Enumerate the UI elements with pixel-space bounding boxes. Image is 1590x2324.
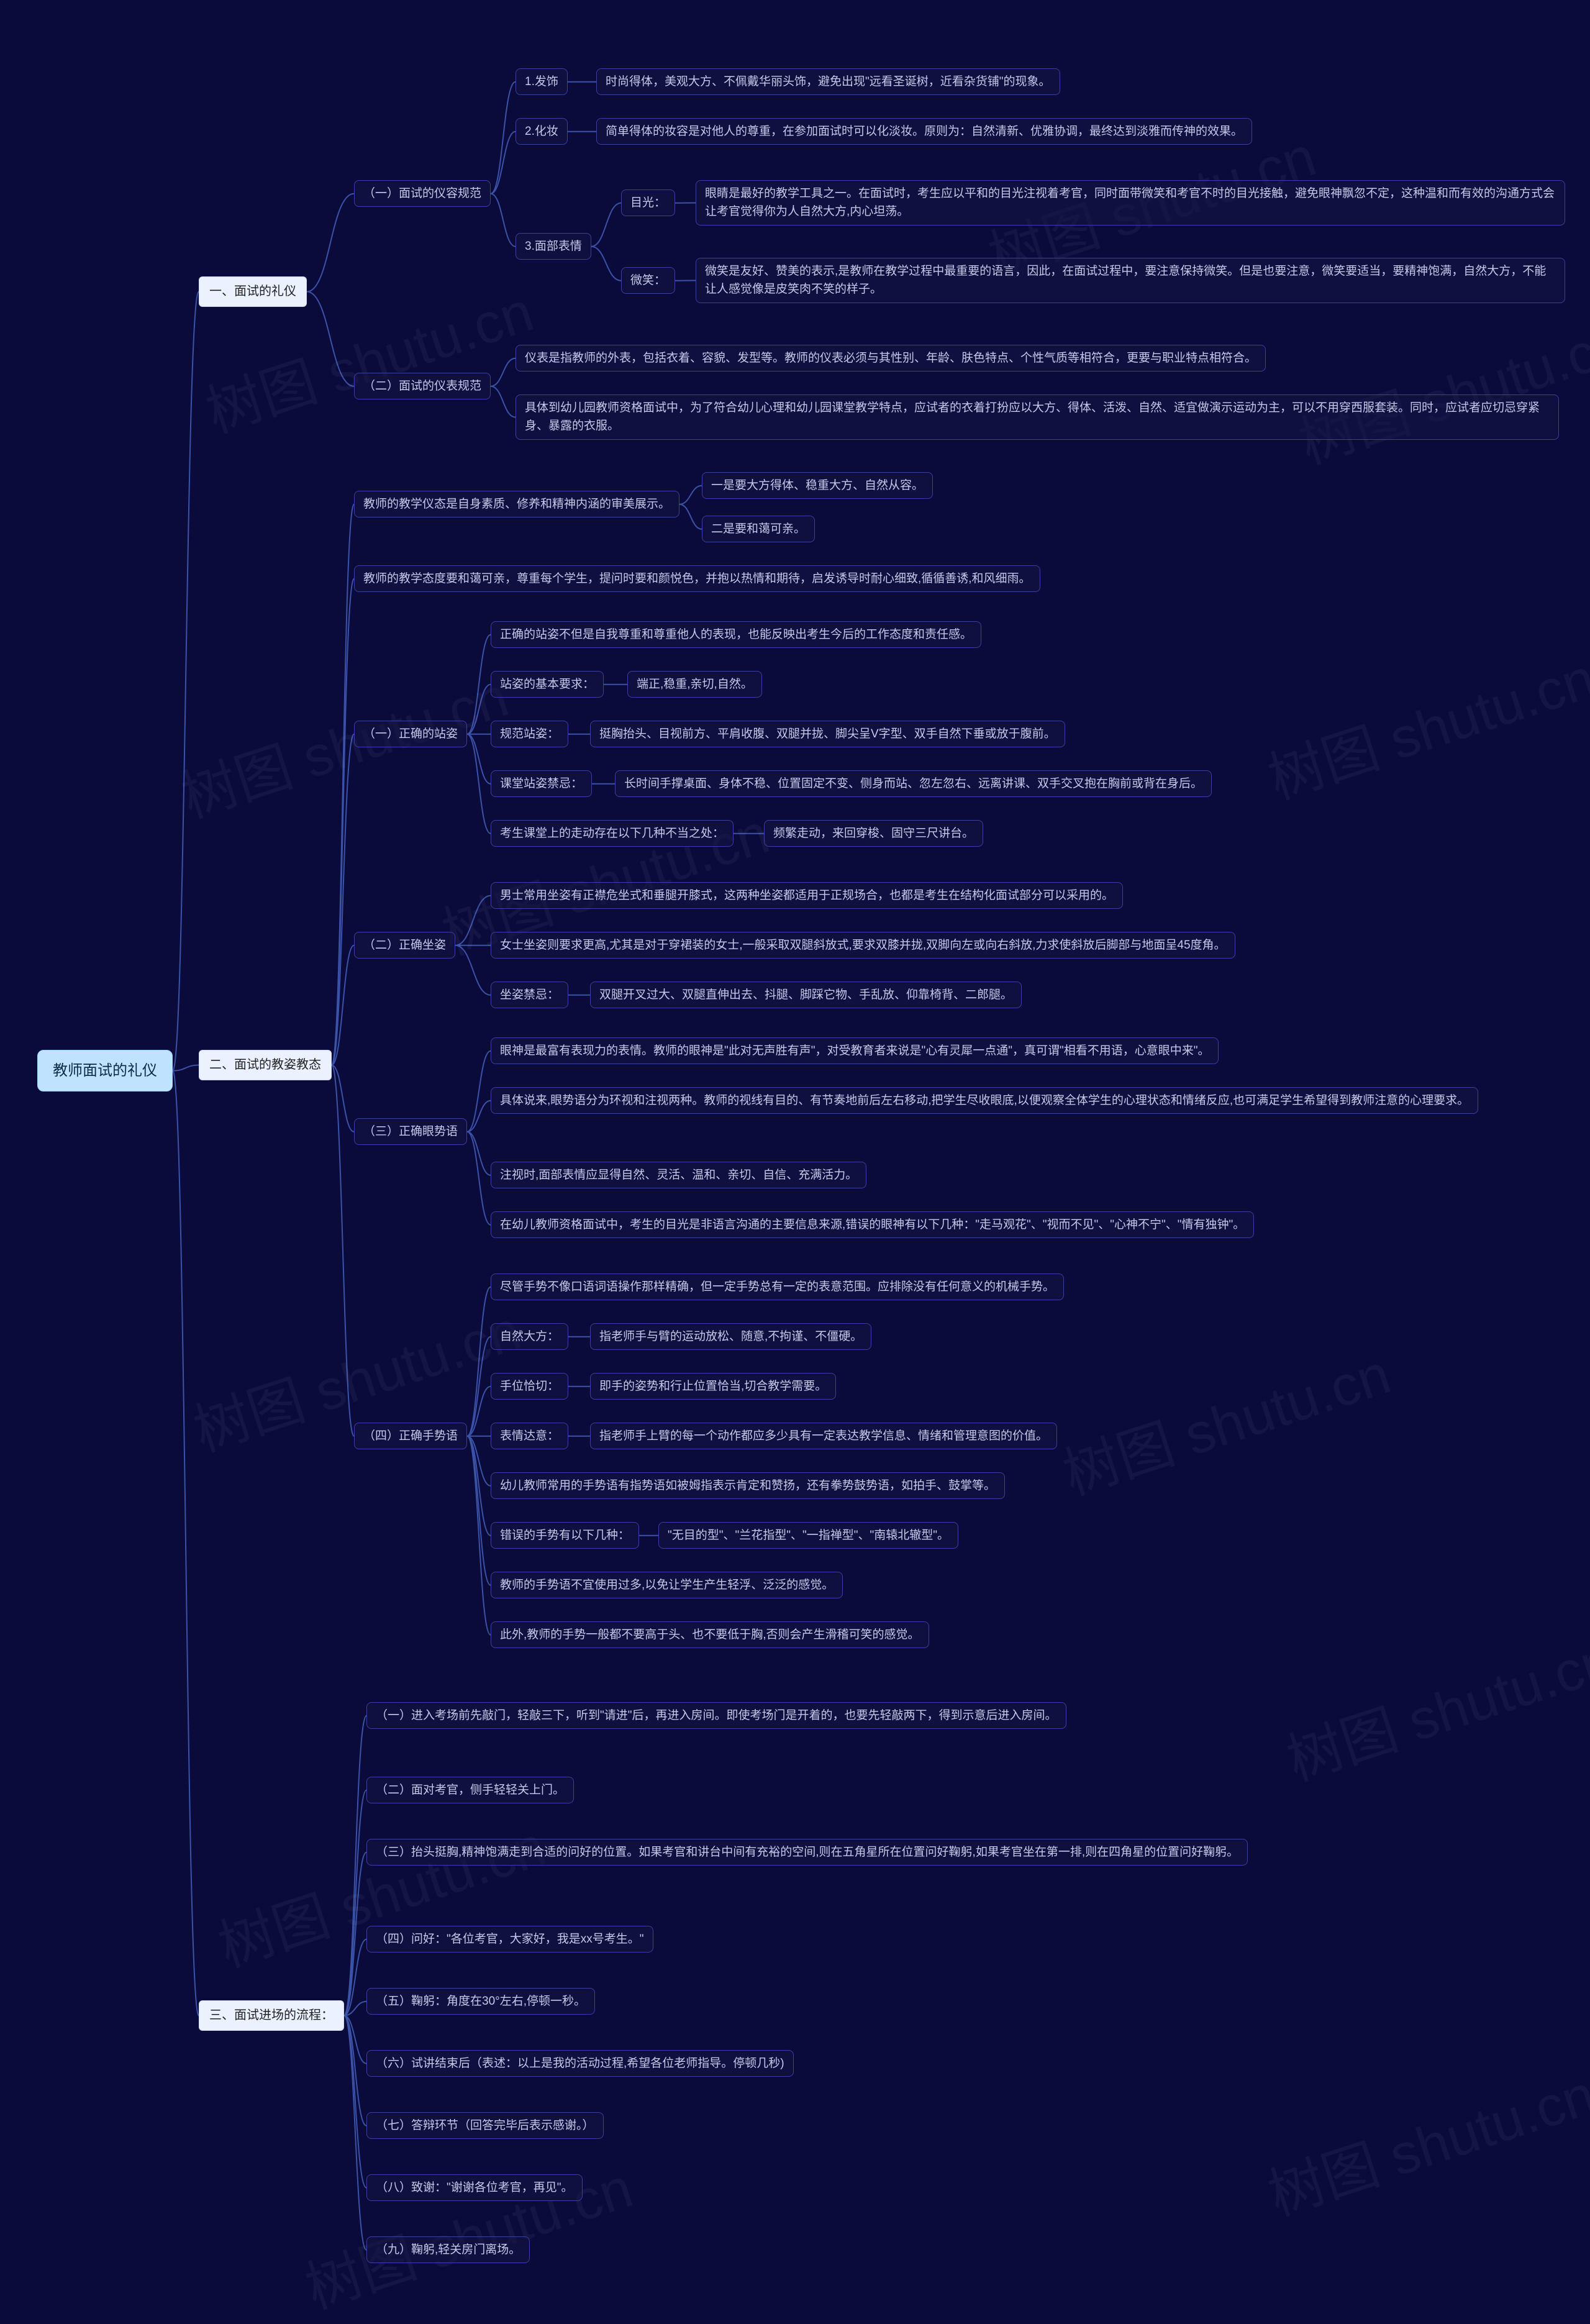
sub-node[interactable]: 3.面部表情 [516, 233, 591, 260]
leaf-node[interactable]: （九）鞠躬,轻关房门离场。 [366, 2236, 530, 2263]
root-node[interactable]: 教师面试的礼仪 [37, 1050, 173, 1091]
leaf-node[interactable]: 正确的站姿不但是自我尊重和尊重他人的表现，也能反映出考生今后的工作态度和责任感。 [491, 621, 981, 648]
sub-node[interactable]: 规范站姿： [491, 721, 568, 747]
leaf-node[interactable]: 频繁走动，来回穿梭、固守三尺讲台。 [764, 820, 983, 847]
sub-node[interactable]: （三）正确眼势语 [354, 1118, 467, 1145]
leaf-node[interactable]: 具体到幼儿园教师资格面试中，为了符合幼儿心理和幼儿园课堂教学特点，应试者的衣着打… [516, 394, 1559, 440]
leaf-node[interactable]: 女士坐姿则要求更高,尤其是对于穿裙装的女士,一般采取双腿斜放式,要求双膝并拢,双… [491, 932, 1235, 959]
leaf-node[interactable]: 幼儿教师常用的手势语有指势语如被姆指表示肯定和赞扬，还有拳势鼓势语，如拍手、鼓掌… [491, 1472, 1005, 1499]
leaf-node[interactable]: 指老师手与臂的运动放松、随意,不拘谨、不僵硬。 [590, 1323, 871, 1350]
leaf-node[interactable]: 仪表是指教师的外表，包括衣着、容貌、发型等。教师的仪表必须与其性别、年龄、肤色特… [516, 345, 1266, 371]
watermark: 树图 shutu.cn [1256, 2049, 1590, 2231]
leaf-node[interactable]: （五）鞠躬：角度在30°左右,停顿一秒。 [366, 1988, 595, 2015]
leaf-node[interactable]: 微笑是友好、赞美的表示,是教师在教学过程中最重要的语言，因此，在面试过程中，要注… [696, 258, 1565, 303]
sub-node[interactable]: 考生课堂上的走动存在以下几种不当之处： [491, 820, 734, 847]
leaf-node[interactable]: （八）致谢："谢谢各位考官，再见"。 [366, 2174, 583, 2201]
leaf-node[interactable]: 教师的手势语不宜使用过多,以免让学生产生轻浮、泛泛的感觉。 [491, 1572, 843, 1598]
sub-node[interactable]: 1.发饰 [516, 68, 568, 95]
sub-node[interactable]: （二）正确坐姿 [354, 932, 455, 959]
leaf-node[interactable]: （七）答辩环节（回答完毕后表示感谢。） [366, 2112, 604, 2139]
sub-node[interactable]: （四）正确手势语 [354, 1423, 467, 1449]
leaf-node[interactable]: 注视时,面部表情应显得自然、灵活、温和、亲切、自信、充满活力。 [491, 1162, 866, 1188]
leaf-node[interactable]: 二是要和蔼可亲。 [702, 516, 815, 542]
leaf-node[interactable]: 双腿开叉过大、双腿直伸出去、抖腿、脚踩它物、手乱放、仰靠椅背、二郎腿。 [590, 982, 1022, 1008]
watermark: 树图 shutu.cn [1288, 298, 1590, 479]
watermark: 树图 shutu.cn [207, 1801, 554, 1982]
sub-node[interactable]: （一）正确的站姿 [354, 721, 467, 747]
leaf-node[interactable]: （一）进入考场前先敲门，轻敲三下，听到"请进"后，再进入房间。即使考场门是开着的… [366, 1702, 1066, 1729]
leaf-node[interactable]: 一是要大方得体、稳重大方、自然从容。 [702, 472, 933, 499]
leaf-node[interactable]: 时尚得体，美观大方、不佩戴华丽头饰，避免出现"远看圣诞树，近看杂货铺"的现象。 [596, 68, 1060, 95]
sub-node[interactable]: 自然大方： [491, 1323, 568, 1350]
leaf-node[interactable]: 男士常用坐姿有正襟危坐式和垂腿开膝式，这两种坐姿都适用于正规场合，也都是考生在结… [491, 882, 1123, 909]
leaf-node[interactable]: （二）面对考官，侧手轻轻关上门。 [366, 1777, 574, 1803]
main-node-2[interactable]: 二、面试的教姿教态 [199, 1050, 332, 1080]
sub-node[interactable]: 坐姿禁忌： [491, 982, 568, 1008]
sub-node[interactable]: 手位恰切： [491, 1373, 568, 1400]
leaf-node[interactable]: 端正,稳重,亲切,自然。 [627, 671, 762, 698]
leaf-node[interactable]: 具体说来,眼势语分为环视和注视两种。教师的视线有目的、有节奏地前后左右移动,把学… [491, 1087, 1478, 1114]
leaf-node[interactable]: 指老师手上臂的每一个动作都应多少具有一定表达教学信息、情绪和管理意图的价值。 [590, 1423, 1057, 1449]
leaf-node[interactable]: "无目的型"、"兰花指型"、"一指禅型"、"南辕北辙型"。 [658, 1522, 958, 1549]
watermark: 树图 shutu.cn [294, 2143, 641, 2324]
leaf-node[interactable]: 在幼儿教师资格面试中，考生的目光是非语言沟通的主要信息来源,错误的眼神有以下几种… [491, 1211, 1254, 1238]
watermark: 树图 shutu.cn [1275, 1615, 1590, 1796]
sub-node[interactable]: 目光： [621, 189, 675, 216]
mindmap-stage: 树图 shutu.cn 树图 shutu.cn 树图 shutu.cn 树图 shut… [0, 0, 1590, 2317]
sub-node[interactable]: （二）面试的仪表规范 [354, 373, 491, 399]
watermark: 树图 shutu.cn [1052, 1329, 1399, 1510]
leaf-node[interactable]: 眼神是最富有表现力的表情。教师的眼神是"此对无声胜有声"，对受教育者来说是"心有… [491, 1037, 1219, 1064]
watermark: 树图 shutu.cn [1256, 633, 1590, 814]
leaf-node[interactable]: 即手的姿势和行止位置恰当,切合教学需要。 [590, 1373, 836, 1400]
main-node-3[interactable]: 三、面试进场的流程： [199, 2000, 344, 2031]
sub-node[interactable]: 课堂站姿禁忌： [491, 770, 592, 797]
sub-node[interactable]: （一）面试的仪容规范 [354, 180, 491, 207]
leaf-node[interactable]: 教师的教学仪态是自身素质、修养和精神内涵的审美展示。 [354, 491, 679, 517]
leaf-node[interactable]: （三）抬头挺胸,精神饱满走到合适的问好的位置。如果考官和讲台中间有充裕的空间,则… [366, 1839, 1248, 1866]
sub-node[interactable]: 表情达意： [491, 1423, 568, 1449]
sub-node[interactable]: 2.化妆 [516, 118, 568, 145]
sub-node[interactable]: 站姿的基本要求： [491, 671, 604, 698]
leaf-node[interactable]: 此外,教师的手势一般都不要高于头、也不要低于胸,否则会产生滑稽可笑的感觉。 [491, 1621, 929, 1648]
leaf-node[interactable]: 挺胸抬头、目视前方、平肩收腹、双腿并拢、脚尖呈V字型、双手自然下垂或放于腹前。 [590, 721, 1065, 747]
leaf-node[interactable]: 教师的教学态度要和蔼可亲，尊重每个学生，提问时要和颜悦色，并抱以热情和期待，启发… [354, 565, 1040, 592]
leaf-node[interactable]: 长时间手撑桌面、身体不稳、位置固定不变、侧身而站、忽左忽右、远离讲课、双手交叉抱… [615, 770, 1212, 797]
sub-node[interactable]: 微笑： [621, 267, 675, 294]
leaf-node[interactable]: （四）问好："各位考官，大家好，我是xx号考生。" [366, 1926, 653, 1953]
leaf-node[interactable]: （六）试讲结束后（表述：以上是我的活动过程,希望各位老师指导。停顿几秒) [366, 2050, 794, 2077]
leaf-node[interactable]: 尽管手势不像口语词语操作那样精确，但一定手势总有一定的表意范围。应排除没有任何意… [491, 1274, 1064, 1300]
main-node-1[interactable]: 一、面试的礼仪 [199, 276, 307, 307]
leaf-node[interactable]: 简单得体的妆容是对他人的尊重，在参加面试时可以化淡妆。原则为：自然清新、优雅协调… [596, 118, 1252, 145]
sub-node[interactable]: 错误的手势有以下几种： [491, 1522, 639, 1549]
leaf-node[interactable]: 眼睛是最好的教学工具之一。在面试时，考生应以平和的目光注视着考官，同时面带微笑和… [696, 180, 1565, 226]
